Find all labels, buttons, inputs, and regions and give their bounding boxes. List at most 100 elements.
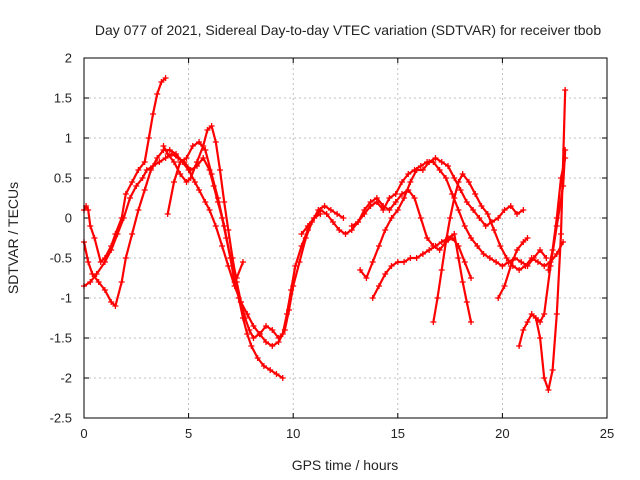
data-point: [139, 175, 146, 181]
data-point: [108, 247, 115, 253]
data-point: [263, 339, 270, 345]
data-point: [114, 231, 121, 237]
data-point: [520, 239, 527, 245]
data-point: [430, 319, 437, 325]
data-point: [250, 323, 257, 329]
series-arc-4: [160, 123, 324, 341]
data-point: [434, 295, 441, 301]
data-point: [156, 159, 163, 165]
data-point: [524, 235, 531, 241]
data-point: [357, 267, 364, 273]
data-point: [263, 323, 270, 329]
chart-title: Day 077 of 2021, Sidereal Day-to-day VTE…: [95, 22, 602, 38]
data-point: [101, 287, 108, 293]
data-point: [164, 151, 171, 157]
data-point: [147, 167, 154, 173]
data-point: [463, 299, 470, 305]
data-point: [329, 219, 336, 225]
series-arc-2: [81, 151, 286, 381]
data-point: [562, 155, 569, 161]
data-point: [549, 367, 556, 373]
data-point: [413, 255, 420, 261]
series-line: [350, 188, 473, 280]
y-tick-label: 0.5: [54, 171, 72, 186]
data-point: [340, 215, 347, 221]
data-point: [246, 327, 253, 333]
data-point: [311, 215, 318, 221]
data-point: [468, 235, 475, 241]
data-point: [221, 223, 228, 229]
data-point: [183, 179, 190, 185]
data-point: [438, 159, 445, 165]
data-point: [499, 263, 506, 269]
data-point: [553, 311, 560, 317]
data-point: [227, 255, 234, 261]
series-arc-9: [369, 231, 475, 325]
data-point: [480, 251, 487, 257]
data-point: [382, 227, 389, 233]
data-point: [173, 151, 180, 157]
data-point: [363, 275, 370, 281]
data-point: [202, 199, 209, 205]
data-point: [486, 255, 493, 261]
data-point: [183, 155, 190, 161]
data-point: [135, 207, 142, 213]
data-point: [432, 243, 439, 249]
data-point: [141, 159, 148, 165]
x-tick-label: 10: [286, 426, 300, 441]
data-point: [122, 191, 129, 197]
data-point: [91, 235, 98, 241]
data-point: [260, 363, 267, 369]
data-point: [455, 179, 462, 185]
data-point: [541, 311, 548, 317]
data-point: [457, 187, 464, 193]
data-point: [470, 207, 477, 213]
data-point: [455, 207, 462, 213]
data-point: [451, 231, 458, 237]
data-point: [108, 299, 115, 305]
data-point: [208, 123, 215, 129]
data-point: [426, 159, 433, 165]
data-point: [411, 195, 418, 201]
data-point: [501, 207, 508, 213]
data-point: [85, 259, 92, 265]
data-point: [388, 263, 395, 269]
data-point: [239, 259, 246, 265]
x-axis-label: GPS time / hours: [292, 457, 399, 473]
data-point: [129, 231, 136, 237]
data-point: [375, 283, 382, 289]
data-point: [367, 199, 374, 205]
data-point: [413, 167, 420, 173]
data-point: [419, 167, 426, 173]
data-point: [447, 215, 454, 221]
data-point: [208, 171, 215, 177]
data-point: [85, 207, 92, 213]
data-point: [129, 179, 136, 185]
series-line: [497, 236, 529, 300]
data-point: [388, 215, 395, 221]
data-point: [170, 159, 177, 165]
data-point: [451, 195, 458, 201]
data-point: [127, 195, 134, 201]
data-point: [541, 263, 548, 269]
data-point: [520, 327, 527, 333]
data-point: [392, 199, 399, 205]
data-point: [279, 375, 286, 381]
data-point: [250, 335, 257, 341]
data-point: [193, 159, 200, 165]
data-point: [283, 311, 290, 317]
data-point: [361, 207, 368, 213]
data-point: [524, 319, 531, 325]
data-point: [518, 259, 525, 265]
data-point: [269, 343, 276, 349]
data-point: [242, 315, 249, 321]
data-point: [87, 279, 94, 285]
data-point: [534, 259, 541, 265]
data-point: [426, 247, 433, 253]
data-point: [154, 91, 161, 97]
x-tick-label: 25: [600, 426, 614, 441]
y-tick-label: 1.5: [54, 91, 72, 106]
data-point: [221, 199, 228, 205]
series-arc-3: [81, 147, 347, 349]
data-point: [407, 179, 414, 185]
